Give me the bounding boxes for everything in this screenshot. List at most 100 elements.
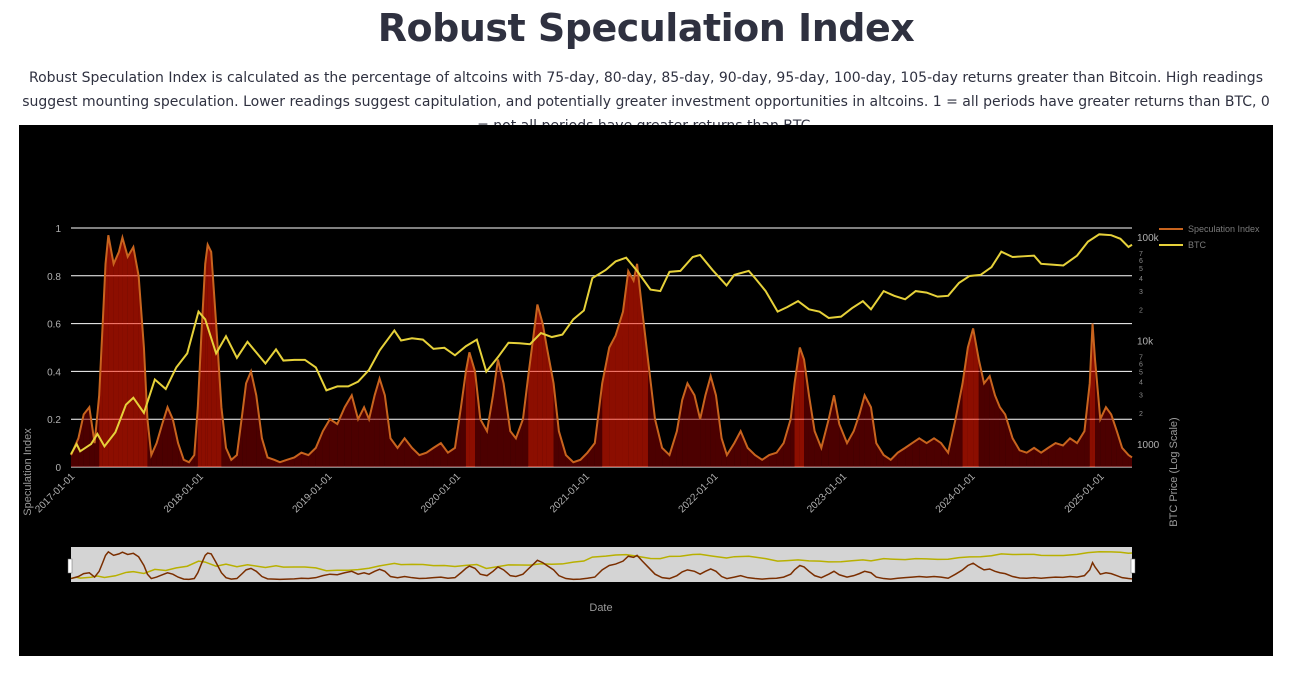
y2-minor-tick-label: 7 <box>1139 251 1143 258</box>
index-fill-segment <box>510 431 516 467</box>
index-fill-segment <box>839 423 848 467</box>
index-fill-segment <box>542 323 547 467</box>
y2-minor-tick-label: 3 <box>1139 393 1143 400</box>
index-fill-segment <box>122 237 128 467</box>
index-fill-segment <box>397 438 405 467</box>
index-fill-segment <box>205 244 208 467</box>
index-fill-segment <box>989 376 995 467</box>
index-fill-segment <box>294 452 302 467</box>
index-fill-segment <box>322 419 330 467</box>
index-fill-segment <box>615 311 623 467</box>
y2-minor-tick-label: 6 <box>1139 361 1143 368</box>
index-fill-segment <box>622 271 629 467</box>
x-axis-ticks: 2017-01-01 2018-01-01 2019-01-01 2020-01-01… <box>33 471 1107 515</box>
range-slider[interactable] <box>67 547 1136 582</box>
index-fill-segment <box>369 395 375 467</box>
index-fill-segment <box>783 419 791 467</box>
index-fill-segment <box>662 447 670 467</box>
index-fill-segment <box>440 443 448 467</box>
index-fill-segment <box>364 407 370 467</box>
legend[interactable]: Speculation Index BTC <box>1159 224 1260 250</box>
y2-axis-title: BTC Price (Log Scale) <box>1168 417 1180 526</box>
y2-minor-tick-label: 2 <box>1139 411 1143 418</box>
index-fill-segment <box>242 383 247 467</box>
y2-minor-tick-label: 6 <box>1139 258 1143 265</box>
index-fill-segment <box>127 247 134 467</box>
x-tick-label: 2022-01-01 <box>677 471 721 515</box>
index-fill-segment <box>647 359 656 467</box>
index-fill-segment <box>246 371 252 467</box>
y2-minor-tick-label: 5 <box>1139 266 1143 273</box>
index-fill-segment <box>351 395 359 467</box>
index-fill-segment <box>497 359 504 467</box>
index-fill-segment <box>955 383 963 467</box>
index-fill-segment <box>344 395 352 467</box>
index-fill-segment <box>83 407 90 467</box>
y2-minor-tick-label: 2 <box>1139 307 1143 314</box>
x-axis-title: Date <box>589 602 612 614</box>
index-fill-segment <box>934 438 942 467</box>
index-fill-segment <box>799 347 805 467</box>
index-fill-segment <box>747 447 756 467</box>
index-fill-segment <box>1055 443 1063 467</box>
index-fill-segment <box>687 383 695 467</box>
index-fill-segment <box>676 400 683 467</box>
index-fill-segment <box>251 371 257 467</box>
range-slider-handle[interactable] <box>67 558 73 574</box>
index-fill-segment <box>633 263 638 467</box>
speculation-index-line[interactable] <box>70 233 1133 464</box>
index-fill-segment <box>967 328 974 467</box>
chart-panel: 0 0.2 0.4 0.6 0.8 1 1000 10k 100k 2 3 4 5 6 7 2 3 4 5 6 7 2… <box>19 125 1273 656</box>
index-fill-segment <box>1122 447 1129 467</box>
index-fill-segment <box>833 395 840 467</box>
index-fill-segment <box>776 443 784 467</box>
y2-minor-tick-label: 4 <box>1139 276 1143 283</box>
index-fill-segment <box>637 263 643 467</box>
index-fill-segment <box>404 438 412 467</box>
btc-price-line[interactable] <box>70 233 1133 455</box>
index-fill-segment <box>628 271 634 467</box>
legend-item-label[interactable]: Speculation Index <box>1188 224 1260 234</box>
index-fill-segment <box>994 395 1000 467</box>
y2-tick-label: 100k <box>1137 233 1160 244</box>
index-fill-segment <box>151 443 157 467</box>
index-fill-segment <box>133 247 139 467</box>
index-fill-segment <box>78 414 84 467</box>
y2-tick-label: 1000 <box>1137 440 1160 451</box>
index-fill-segment <box>1048 443 1056 467</box>
y2-minor-tick-label: 4 <box>1139 380 1143 387</box>
index-fill-segment <box>609 335 616 467</box>
index-fill-segment <box>105 235 109 467</box>
range-slider-handle[interactable] <box>1130 558 1136 574</box>
index-fill-segment <box>941 443 949 467</box>
index-fill-segment <box>138 275 144 467</box>
index-fill-segment <box>231 455 237 467</box>
index-fill-segment <box>172 419 179 467</box>
index-fill-segment <box>1026 447 1035 467</box>
index-fill-segment <box>790 383 795 467</box>
index-fill-segment <box>710 376 716 467</box>
x-tick-label: 2023-01-01 <box>805 471 849 515</box>
index-fill-segment <box>694 395 701 467</box>
legend-item-label[interactable]: BTC <box>1188 240 1207 250</box>
index-fill-segment <box>864 395 871 467</box>
index-fill-segment <box>926 438 935 467</box>
index-fill-segment <box>912 438 920 467</box>
page-title: Robust Speculation Index <box>377 6 915 50</box>
index-fill-segment <box>808 395 815 467</box>
index-fill-area <box>71 235 1132 467</box>
index-fill-segment <box>419 452 427 467</box>
index-fill-segment <box>475 371 481 467</box>
index-fill-segment <box>1062 438 1071 467</box>
index-fill-segment <box>847 431 854 467</box>
index-fill-segment <box>984 376 990 467</box>
index-fill-segment <box>1105 407 1112 467</box>
y-tick-label: 0.8 <box>47 272 61 283</box>
index-fill-segment <box>358 407 365 467</box>
index-fill-segment <box>156 423 163 467</box>
index-fill-segment <box>769 452 777 467</box>
index-fill-segment <box>315 431 323 467</box>
index-fill-segment <box>211 251 217 467</box>
y2-minor-tick-label: 7 <box>1139 355 1143 362</box>
